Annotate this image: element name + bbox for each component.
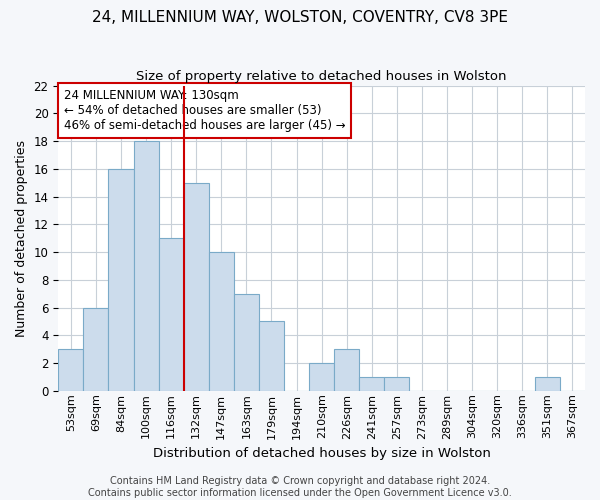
Bar xyxy=(309,363,334,391)
Title: Size of property relative to detached houses in Wolston: Size of property relative to detached ho… xyxy=(136,70,507,83)
Text: Contains HM Land Registry data © Crown copyright and database right 2024.
Contai: Contains HM Land Registry data © Crown c… xyxy=(88,476,512,498)
Bar xyxy=(535,377,560,391)
X-axis label: Distribution of detached houses by size in Wolston: Distribution of detached houses by size … xyxy=(153,447,491,460)
Text: 24, MILLENNIUM WAY, WOLSTON, COVENTRY, CV8 3PE: 24, MILLENNIUM WAY, WOLSTON, COVENTRY, C… xyxy=(92,10,508,25)
Bar xyxy=(109,169,134,391)
Bar xyxy=(134,141,158,391)
Bar xyxy=(209,252,234,391)
Bar xyxy=(184,182,209,391)
Bar xyxy=(385,377,409,391)
Bar xyxy=(359,377,385,391)
Y-axis label: Number of detached properties: Number of detached properties xyxy=(15,140,28,336)
Bar xyxy=(234,294,259,391)
Bar xyxy=(259,322,284,391)
Text: 24 MILLENNIUM WAY: 130sqm
← 54% of detached houses are smaller (53)
46% of semi-: 24 MILLENNIUM WAY: 130sqm ← 54% of detac… xyxy=(64,88,345,132)
Bar xyxy=(83,308,109,391)
Bar xyxy=(58,349,83,391)
Bar xyxy=(158,238,184,391)
Bar xyxy=(334,349,359,391)
